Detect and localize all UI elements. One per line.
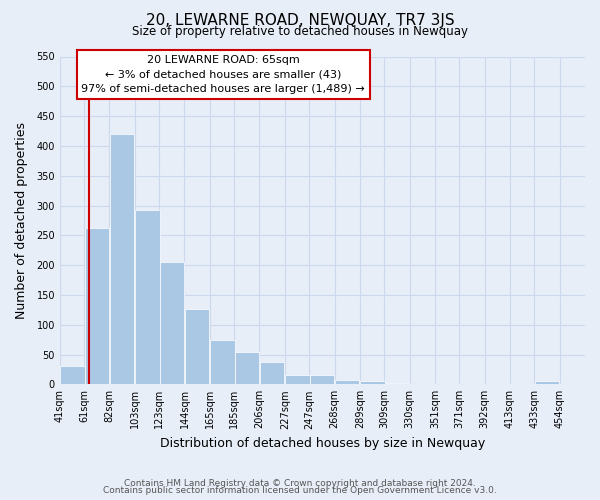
Text: Contains public sector information licensed under the Open Government Licence v3: Contains public sector information licen… [103, 486, 497, 495]
Bar [361, 382, 385, 384]
Text: Size of property relative to detached houses in Newquay: Size of property relative to detached ho… [132, 25, 468, 38]
X-axis label: Distribution of detached houses by size in Newquay: Distribution of detached houses by size … [160, 437, 485, 450]
Bar [310, 376, 334, 384]
Text: Contains HM Land Registry data © Crown copyright and database right 2024.: Contains HM Land Registry data © Crown c… [124, 478, 476, 488]
Bar [235, 352, 259, 384]
Text: 20 LEWARNE ROAD: 65sqm
← 3% of detached houses are smaller (43)
97% of semi-deta: 20 LEWARNE ROAD: 65sqm ← 3% of detached … [82, 54, 365, 94]
Bar [335, 380, 359, 384]
Text: 20, LEWARNE ROAD, NEWQUAY, TR7 3JS: 20, LEWARNE ROAD, NEWQUAY, TR7 3JS [146, 12, 454, 28]
Bar [136, 210, 160, 384]
Bar [85, 228, 109, 384]
Y-axis label: Number of detached properties: Number of detached properties [15, 122, 28, 319]
Bar [385, 383, 409, 384]
Bar [211, 340, 235, 384]
Bar [185, 309, 209, 384]
Bar [61, 366, 85, 384]
Bar [535, 382, 559, 384]
Bar [286, 376, 310, 384]
Bar [160, 262, 184, 384]
Bar [260, 362, 284, 384]
Bar [110, 134, 134, 384]
